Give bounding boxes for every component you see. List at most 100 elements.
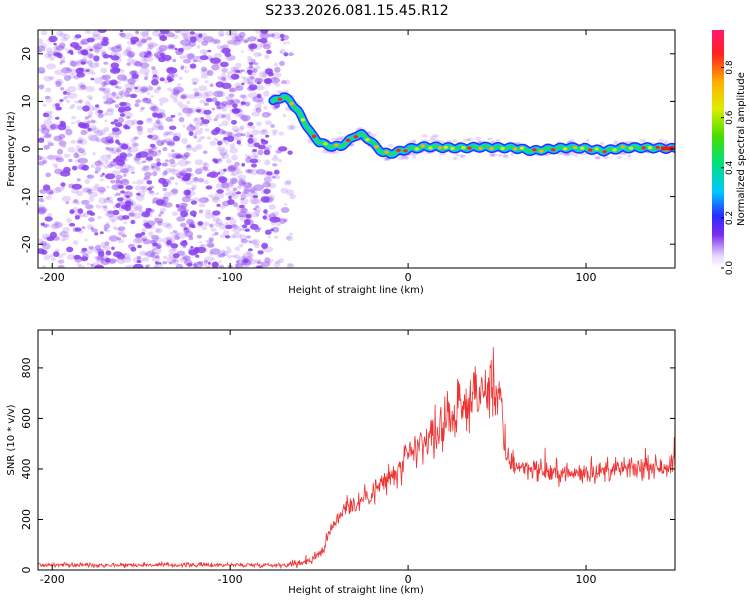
noise-blob <box>136 255 141 260</box>
noise-blob <box>280 38 285 42</box>
halo-blob <box>474 137 482 141</box>
noise-blob <box>250 125 256 130</box>
noise-blob <box>167 44 175 49</box>
noise-blob <box>235 260 240 264</box>
noise-blob <box>222 130 227 134</box>
noise-blob <box>74 34 82 39</box>
noise-blob <box>165 141 172 145</box>
noise-blob <box>252 195 259 199</box>
noise-blob <box>174 236 180 241</box>
noise-blob <box>79 138 88 145</box>
noise-blob <box>214 127 221 133</box>
noise-blob <box>58 133 66 139</box>
noise-blob <box>43 144 50 150</box>
noise-blob <box>63 33 71 40</box>
snr-x-ticks: -200 -100 0 100 <box>40 330 597 586</box>
noise-blob <box>77 122 85 128</box>
noise-blob <box>232 108 241 114</box>
noise-blob <box>213 262 219 267</box>
noise-blob <box>160 262 165 266</box>
noise-blob <box>68 158 73 163</box>
noise-blob <box>279 33 285 39</box>
noise-blob <box>65 129 73 136</box>
y-tick-label: 200 <box>20 509 33 530</box>
noise-blob <box>146 180 153 185</box>
noise-blob <box>277 146 288 152</box>
noise-blob <box>205 97 213 103</box>
noise-blob <box>183 58 192 64</box>
noise-blob <box>154 53 161 60</box>
noise-blob <box>147 208 155 213</box>
noise-blob <box>62 73 67 77</box>
noise-blob <box>190 200 197 205</box>
noise-blob <box>288 52 294 57</box>
noise-blob <box>81 164 90 171</box>
track-peak <box>450 146 455 150</box>
noise-blob <box>102 244 111 251</box>
noise-blob <box>46 195 52 200</box>
noise-blob <box>163 131 169 136</box>
noise-blob <box>89 48 93 52</box>
noise-blob <box>87 134 98 141</box>
noise-blob <box>166 67 178 74</box>
noise-blob <box>158 262 162 265</box>
noise-blob <box>262 41 272 47</box>
noise-blob <box>106 210 115 218</box>
noise-blob <box>88 196 95 202</box>
halo-blob <box>495 138 501 142</box>
noise-blob <box>63 75 71 81</box>
noise-blob <box>267 235 271 239</box>
noise-blob <box>141 167 146 171</box>
noise-blob <box>125 185 133 190</box>
noise-blob <box>231 39 242 46</box>
noise-blob <box>143 256 150 262</box>
noise-blob <box>190 245 194 249</box>
noise-blob <box>91 45 100 52</box>
noise-blob <box>130 137 137 144</box>
noise-blob <box>58 264 65 268</box>
noise-blob <box>71 188 79 194</box>
noise-blob <box>198 177 205 183</box>
noise-blob <box>219 151 227 157</box>
track-peak <box>353 135 358 139</box>
noise-blob <box>66 51 71 54</box>
noise-blob <box>195 122 201 127</box>
noise-blob <box>128 53 134 58</box>
noise-blob <box>248 84 258 91</box>
noise-blob <box>286 235 294 242</box>
noise-blob <box>198 209 204 214</box>
noise-blob <box>243 260 252 266</box>
noise-blob <box>117 239 125 244</box>
noise-blob <box>101 81 107 88</box>
noise-blob <box>156 161 162 167</box>
noise-blob <box>124 48 132 55</box>
noise-blob <box>120 179 130 186</box>
noise-blob <box>240 198 249 205</box>
noise-blob <box>74 100 80 104</box>
noise-blob <box>226 248 232 254</box>
noise-blob <box>286 41 290 44</box>
noise-blob <box>253 265 260 268</box>
noise-blob <box>66 254 77 260</box>
noise-blob <box>174 233 179 238</box>
noise-blob <box>263 209 268 214</box>
noise-blob <box>226 41 231 45</box>
noise-blob <box>228 181 235 187</box>
noise-blob <box>261 170 270 176</box>
noise-blob <box>103 101 108 104</box>
halo-blob <box>429 138 437 142</box>
noise-blob <box>143 55 154 63</box>
noise-blob <box>206 242 215 248</box>
noise-blob <box>257 149 264 156</box>
noise-blob <box>145 212 151 216</box>
noise-blob <box>143 165 150 169</box>
noise-blob <box>117 237 122 241</box>
noise-blob <box>45 172 52 178</box>
noise-blob <box>55 186 64 192</box>
noise-blob <box>119 69 125 73</box>
noise-blob <box>234 74 239 78</box>
noise-blob <box>248 136 254 141</box>
noise-blob <box>141 97 152 104</box>
noise-blob <box>261 242 269 249</box>
noise-blob <box>199 108 207 115</box>
